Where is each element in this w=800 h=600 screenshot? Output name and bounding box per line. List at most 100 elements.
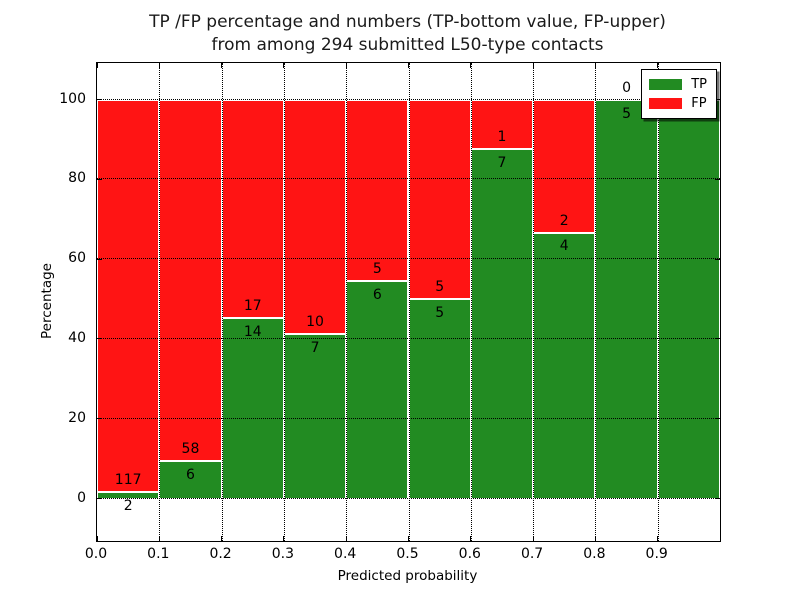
x-tick-mark-top xyxy=(594,63,596,68)
chart-title-line2: from among 294 submitted L50-type contac… xyxy=(211,35,604,55)
x-tick-mark-top xyxy=(657,63,659,68)
bar-segment-fp xyxy=(159,99,222,462)
y-tick-mark-right xyxy=(715,498,720,499)
x-tick-label: 0.8 xyxy=(583,546,606,562)
x-tick-mark-top xyxy=(345,63,347,68)
gridline-horizontal xyxy=(97,337,720,339)
legend: TP FP xyxy=(641,69,717,119)
bar-label-tp: 2 xyxy=(123,497,133,514)
bar-segment-fp xyxy=(346,99,409,281)
x-tick-label: 0.0 xyxy=(84,546,108,562)
x-tick-label: 0.6 xyxy=(458,546,481,562)
chart-title: TP /FP percentage and numbers (TP-bottom… xyxy=(96,11,719,57)
gridline-vertical xyxy=(283,63,285,541)
y-tick-mark xyxy=(97,258,102,260)
y-tick-mark xyxy=(97,338,102,340)
x-axis-label: Predicted probability xyxy=(337,568,478,584)
x-tick-mark-top xyxy=(96,63,98,68)
bar-segment-fp xyxy=(408,99,471,299)
x-tick-label: 0.3 xyxy=(271,546,295,562)
bar-label-fp: 10 xyxy=(306,314,324,331)
bar-segment-fp xyxy=(533,99,596,233)
bar-label-fp: 5 xyxy=(372,260,382,277)
y-tick-label: 100 xyxy=(59,90,86,107)
y-axis-label: Percentage xyxy=(39,263,55,339)
y-tick-mark-right xyxy=(715,258,720,260)
x-tick-mark-top xyxy=(158,63,160,68)
x-tick-label: 0.9 xyxy=(645,546,668,562)
gridline-vertical xyxy=(221,63,223,541)
bar-segment-tp xyxy=(346,280,409,499)
bar-segment-tp xyxy=(533,232,596,499)
tp-swatch-icon xyxy=(649,79,683,90)
y-tick-mark-right xyxy=(715,418,720,420)
x-tick-mark xyxy=(283,536,285,541)
x-tick-label: 0.5 xyxy=(396,546,419,562)
legend-label-tp: TP xyxy=(691,77,707,92)
gridline-vertical xyxy=(159,63,161,541)
bar-label-fp: 2 xyxy=(559,212,569,229)
bar-label-tp: 14 xyxy=(243,324,262,341)
bar-segment-tp xyxy=(657,99,720,499)
y-tick-mark-right xyxy=(715,338,720,340)
gridline-vertical xyxy=(346,63,348,541)
gridline-vertical xyxy=(533,63,535,541)
y-tick-label: 60 xyxy=(68,250,86,267)
y-tick-mark-right xyxy=(715,178,720,180)
x-tick-mark-top xyxy=(221,63,223,68)
x-tick-mark xyxy=(657,536,659,541)
y-tick-label: 0 xyxy=(77,489,86,506)
x-tick-mark xyxy=(532,536,534,541)
gridline-vertical xyxy=(408,63,410,541)
y-tick-mark xyxy=(97,99,102,100)
x-tick-label: 0.7 xyxy=(520,546,544,562)
bar-segment-fp xyxy=(221,99,284,319)
x-tick-mark xyxy=(719,536,721,541)
x-tick-label: 0.2 xyxy=(209,546,232,562)
legend-entry: FP xyxy=(649,94,707,113)
y-tick-mark xyxy=(97,418,102,420)
legend-entry: TP xyxy=(649,75,707,94)
bar-label-tp: 4 xyxy=(559,238,569,255)
x-tick-mark-top xyxy=(532,63,534,68)
x-tick-mark xyxy=(158,536,160,541)
bar-label-tp: 6 xyxy=(372,286,382,303)
gridline-horizontal xyxy=(97,98,720,100)
y-tick-label: 40 xyxy=(68,329,86,346)
gridline-horizontal xyxy=(97,417,720,419)
gridline-vertical xyxy=(657,63,659,541)
bar-label-tp: 7 xyxy=(310,340,320,357)
bar-segment-tp xyxy=(595,99,658,499)
gridline-horizontal xyxy=(97,497,720,499)
x-tick-mark xyxy=(345,536,347,541)
gridline-vertical xyxy=(595,63,597,541)
y-tick-mark xyxy=(97,178,102,180)
bar-label-fp: 58 xyxy=(181,441,200,458)
gridline-vertical xyxy=(470,63,472,541)
y-tick-mark xyxy=(97,498,102,499)
x-tick-label: 0.4 xyxy=(334,546,357,562)
bar-label-tp: 7 xyxy=(497,155,507,172)
x-tick-mark xyxy=(221,536,223,541)
x-tick-mark-top xyxy=(470,63,472,68)
bar-segment-fp xyxy=(97,99,160,492)
bar-segment-tp xyxy=(408,299,471,499)
bar-label-tp: 6 xyxy=(185,467,195,484)
x-tick-mark xyxy=(408,536,409,541)
bar-label-fp: 5 xyxy=(435,279,445,295)
legend-label-fp: FP xyxy=(691,96,707,111)
bar-label-fp: 0 xyxy=(622,79,631,96)
x-tick-mark xyxy=(594,536,596,541)
x-tick-mark-top xyxy=(283,63,285,68)
x-tick-mark xyxy=(470,536,472,541)
y-tick-mark-right xyxy=(715,99,720,100)
y-tick-label: 80 xyxy=(68,170,86,187)
bar-label-tp: 5 xyxy=(622,105,631,122)
bar-segment-tp xyxy=(283,334,347,499)
y-tick-label: 20 xyxy=(68,409,86,426)
fp-swatch-icon xyxy=(649,98,683,109)
x-tick-mark-top xyxy=(719,63,721,68)
gridline-horizontal xyxy=(97,178,720,180)
bar-label-fp: 1 xyxy=(497,129,507,146)
